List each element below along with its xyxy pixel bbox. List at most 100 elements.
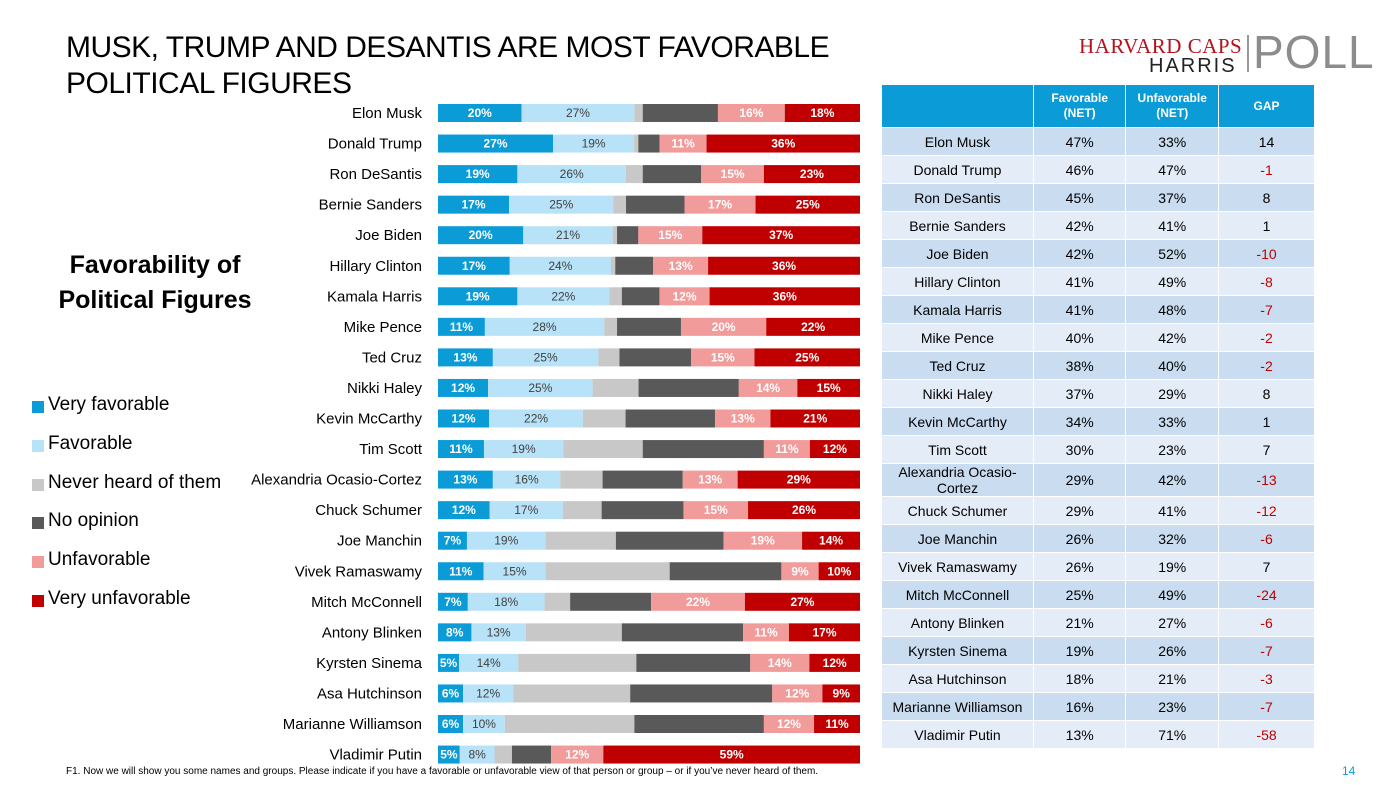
bar-segment-very-unfavorable (784, 104, 860, 122)
table-cell-gap: -1 (1218, 155, 1315, 184)
bar-segment-unfavorable (551, 745, 604, 764)
data-label: 19% (512, 442, 536, 456)
bar-segment-very-favorable (438, 195, 510, 214)
bar-segment-favorable (492, 348, 599, 367)
data-label: 13% (731, 412, 755, 426)
bar-segment-very-unfavorable (763, 165, 860, 184)
data-label: 12% (451, 381, 475, 395)
table-cell-gap: -58 (1218, 720, 1315, 749)
bar-segment-no-opinion (511, 745, 552, 764)
bar-segment-unfavorable (772, 684, 823, 703)
table-cell-gap: -2 (1218, 351, 1315, 380)
table-row: Antony Blinken 21% 27% -6 (881, 608, 1315, 637)
data-label: 22% (524, 412, 548, 426)
table-cell-unfav: 42% (1125, 323, 1220, 352)
bar-segment-unfavorable (717, 104, 785, 122)
bar-segment-unfavorable (653, 256, 709, 275)
bar-segment-never-heard-of-them (612, 226, 618, 245)
bar-segment-no-opinion (642, 440, 764, 459)
data-label: 11% (775, 442, 799, 456)
bar-segment-no-opinion (621, 623, 744, 642)
data-label: 13% (453, 350, 477, 364)
bar-segment-unfavorable (659, 287, 710, 306)
table-cell-unfav: 48% (1125, 295, 1220, 324)
bar-segment-never-heard-of-them (504, 715, 635, 733)
bar-segment-favorable (466, 531, 546, 550)
data-label: 19% (582, 137, 606, 151)
data-label: 20% (712, 320, 736, 334)
table-row: Joe Biden 42% 52% -10 (881, 239, 1315, 268)
table-cell-unfav: 41% (1125, 496, 1220, 525)
bar-segment-no-opinion (602, 470, 683, 489)
table-cell-fav: 16% (1032, 692, 1127, 721)
table-cell-fav: 25% (1032, 580, 1127, 609)
table-cell-name: Vivek Ramaswamy (881, 552, 1034, 581)
bar-segment-very-unfavorable (754, 348, 860, 367)
data-label: 11% (450, 320, 474, 334)
bar-segment-favorable (509, 256, 612, 275)
bar-segment-unfavorable (743, 623, 789, 642)
bar-segment-no-opinion (615, 256, 654, 275)
data-label: 27% (790, 595, 814, 609)
table-cell-gap: -8 (1218, 267, 1315, 296)
data-label: 17% (461, 198, 485, 212)
table-cell-fav: 29% (1032, 463, 1127, 497)
table-cell-gap: 1 (1218, 211, 1315, 240)
table-cell-name: Mike Pence (881, 323, 1034, 352)
data-label: 12% (823, 656, 847, 670)
legend-swatch (32, 478, 44, 491)
bar-segment-unfavorable (763, 440, 810, 459)
bar-segment-no-opinion (621, 287, 660, 306)
category-label: Joe Manchin (337, 533, 422, 550)
bar-segment-very-favorable (438, 653, 460, 672)
data-label: 15% (503, 564, 527, 578)
table-cell-unfav: 40% (1125, 351, 1220, 380)
table-cell-gap: -7 (1218, 636, 1315, 665)
data-label: 8% (446, 625, 464, 639)
table-cell-name: Ron DeSantis (881, 183, 1034, 212)
table-cell-name: Asa Hutchinson (881, 664, 1034, 693)
table-cell-gap: -13 (1218, 463, 1315, 497)
category-label: Nikki Haley (347, 380, 423, 397)
category-label: Mike Pence (344, 319, 422, 336)
table-row: Donald Trump 46% 47% -1 (881, 155, 1315, 184)
bar-segment-favorable (553, 134, 635, 153)
category-label: Tim Scott (359, 441, 423, 458)
bar-segment-no-opinion (625, 409, 716, 428)
bar-segment-no-opinion (601, 501, 684, 520)
table-cell-gap: -6 (1218, 524, 1315, 553)
table-cell-fav: 29% (1032, 496, 1127, 525)
data-label: 19% (751, 534, 775, 548)
data-label: 36% (773, 289, 797, 303)
table-cell-name: Vladimir Putin (881, 720, 1034, 749)
table-cell-gap: 7 (1218, 435, 1315, 464)
table-cell-fav: 38% (1032, 351, 1127, 380)
page-title: MUSK, TRUMP AND DESANTIS ARE MOST FAVORA… (66, 31, 830, 100)
table-row: Ted Cruz 38% 40% -2 (881, 351, 1315, 380)
bar-segment-unfavorable (691, 348, 755, 367)
bar-segment-never-heard-of-them (494, 745, 512, 764)
data-label: 28% (533, 320, 557, 334)
category-label: Bernie Sanders (319, 197, 422, 214)
legend-swatch (32, 517, 44, 530)
table-cell-fav: 41% (1032, 295, 1127, 324)
table-cell-unfav: 37% (1125, 183, 1220, 212)
bar-segment-very-favorable (438, 165, 518, 184)
category-label: Antony Blinken (322, 624, 422, 641)
bar-segment-very-favorable (438, 409, 490, 428)
table-cell-fav: 26% (1032, 524, 1127, 553)
table-cell-unfav: 23% (1125, 692, 1220, 721)
bar-segment-never-heard-of-them (604, 317, 618, 336)
data-label: 10% (472, 717, 496, 731)
table-cell-name: Kamala Harris (881, 295, 1034, 324)
category-label: Ted Cruz (362, 349, 422, 366)
table-header-row: Favorable (NET) Unfavorable (NET) GAP (881, 84, 1315, 128)
category-label: Elon Musk (352, 105, 423, 122)
category-label: Donald Trump (328, 136, 422, 153)
table-cell-fav: 26% (1032, 552, 1127, 581)
table-header-unfavorable: Unfavorable (NET) (1125, 84, 1220, 128)
bar-segment-no-opinion (634, 715, 764, 733)
bar-segment-favorable (459, 653, 519, 672)
table-cell-gap: 8 (1218, 379, 1315, 408)
data-label: 9% (833, 686, 851, 700)
